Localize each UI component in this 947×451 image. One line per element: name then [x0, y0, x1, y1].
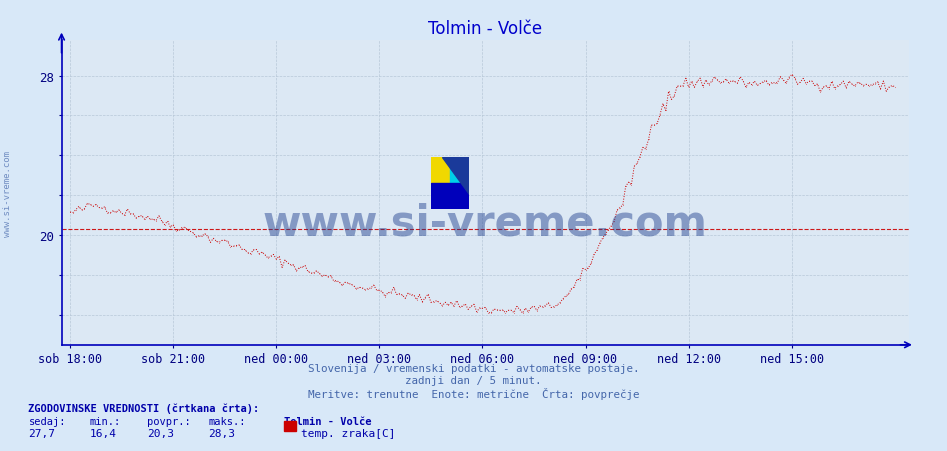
Text: Slovenija / vremenski podatki - avtomatske postaje.: Slovenija / vremenski podatki - avtomats…: [308, 363, 639, 373]
Text: Tolmin - Volče: Tolmin - Volče: [284, 416, 371, 426]
Text: 28,3: 28,3: [208, 428, 236, 438]
Text: min.:: min.:: [90, 416, 121, 426]
Text: ZGODOVINSKE VREDNOSTI (črtkana črta):: ZGODOVINSKE VREDNOSTI (črtkana črta):: [28, 402, 259, 413]
Text: povpr.:: povpr.:: [147, 416, 190, 426]
Bar: [431, 158, 450, 184]
Text: 16,4: 16,4: [90, 428, 117, 438]
Text: www.si-vreme.com: www.si-vreme.com: [263, 202, 707, 244]
Text: 20,3: 20,3: [147, 428, 174, 438]
Text: sedaj:: sedaj:: [28, 416, 66, 426]
Text: www.si-vreme.com: www.si-vreme.com: [3, 151, 12, 237]
Text: 27,7: 27,7: [28, 428, 56, 438]
Text: zadnji dan / 5 minut.: zadnji dan / 5 minut.: [405, 375, 542, 385]
Bar: [431, 184, 469, 210]
Text: Meritve: trenutne  Enote: metrične  Črta: povprečje: Meritve: trenutne Enote: metrične Črta: …: [308, 387, 639, 400]
Bar: [450, 158, 469, 184]
Text: maks.:: maks.:: [208, 416, 246, 426]
Title: Tolmin - Volče: Tolmin - Volče: [428, 20, 543, 37]
Polygon shape: [442, 158, 469, 194]
Text: temp. zraka[C]: temp. zraka[C]: [301, 428, 396, 438]
